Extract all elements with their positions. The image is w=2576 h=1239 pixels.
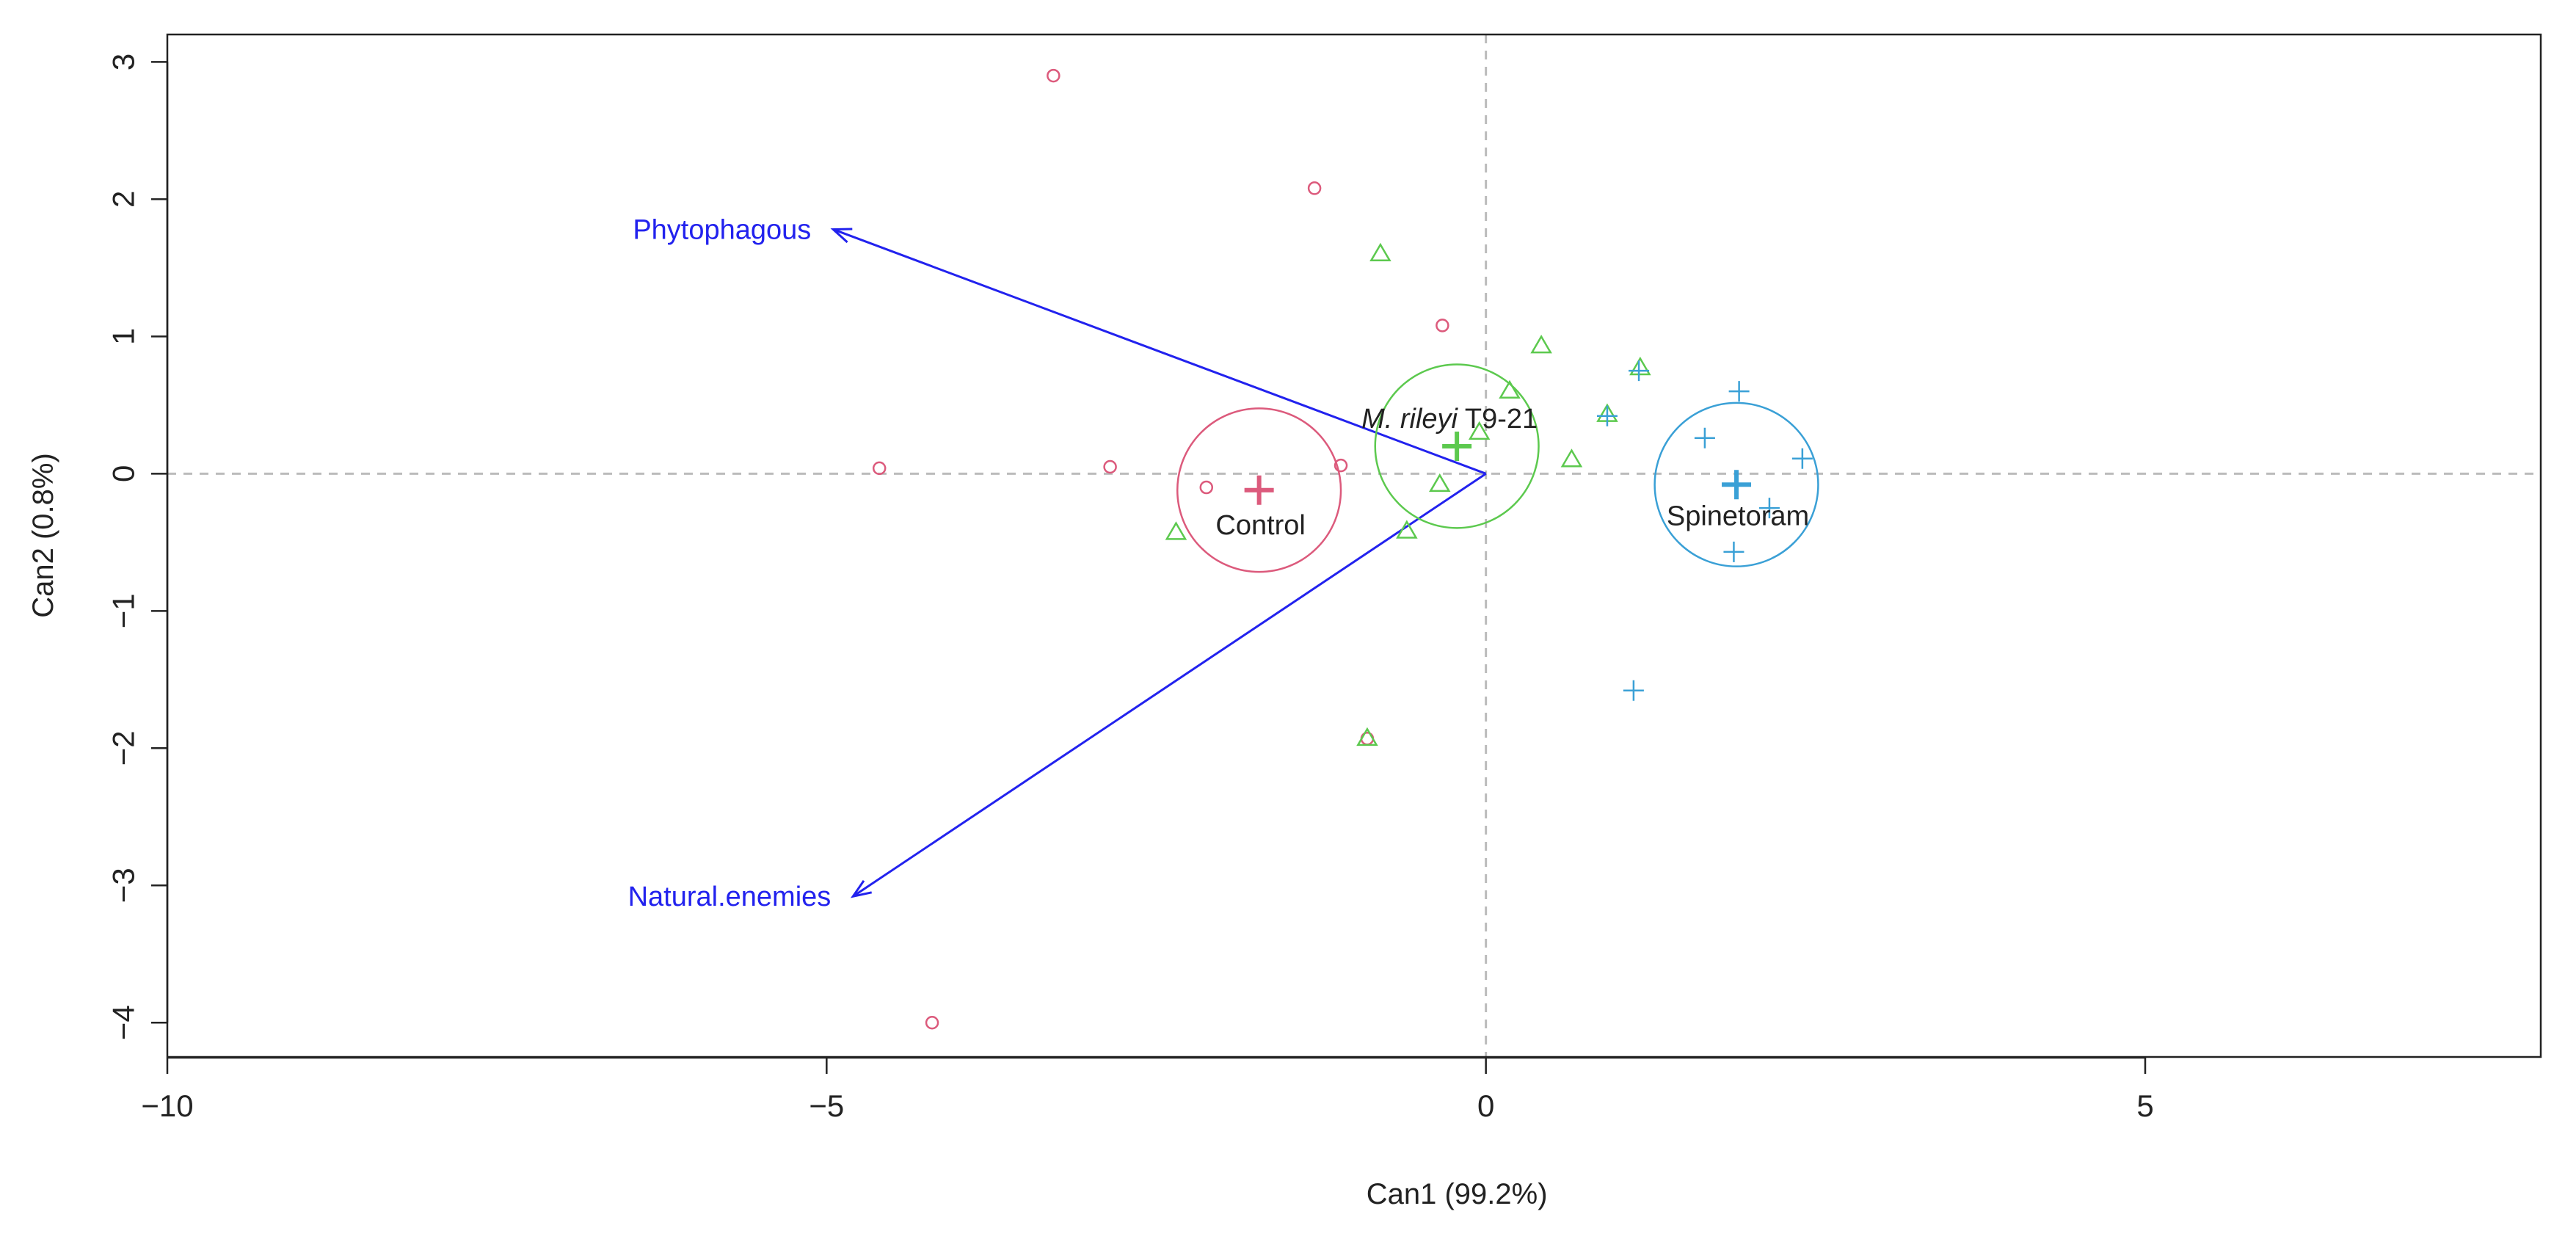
point-circle: [1199, 480, 1214, 495]
group-label-mrileyi-plain: T9-21: [1458, 404, 1538, 435]
plot-frame: [166, 33, 2542, 1058]
point-triangle: [1468, 421, 1491, 440]
group-label-control: Control: [1215, 510, 1306, 541]
vector-label: Natural.enemies: [628, 882, 832, 912]
y-tick-label: 0: [106, 465, 141, 482]
reference-lines: [167, 34, 2541, 1057]
point-plus: [1694, 427, 1715, 448]
point-plus: [1596, 405, 1618, 426]
point-triangle: [1369, 242, 1391, 262]
group-centroid: [1722, 470, 1752, 500]
point-plus: [1623, 680, 1644, 701]
group-confidence-circles: [1176, 363, 1819, 573]
point-triangle: [1499, 379, 1521, 399]
point-plus: [1728, 381, 1750, 402]
point-circle: [1047, 68, 1060, 83]
point-circle: [1436, 319, 1449, 333]
group-circle: [1653, 402, 1819, 567]
group-label-mrileyi-italic: M. rileyi: [1361, 404, 1458, 435]
point-triangle: [1356, 727, 1378, 746]
point-circle: [925, 1016, 939, 1030]
point-plus: [1791, 448, 1813, 469]
group-label-spinetoram: Spinetoram: [1667, 501, 1809, 531]
point-circle: [1103, 459, 1117, 474]
point-triangle: [1396, 520, 1418, 539]
y-tick-label: −4: [106, 1005, 141, 1040]
vector-line: [852, 473, 1487, 898]
vector-line: [832, 228, 1487, 475]
vector-arrowhead: [850, 879, 873, 898]
point-triangle: [1530, 335, 1552, 354]
point-plus: [1629, 360, 1650, 382]
y-axis-title: Can2 (0.8%): [27, 453, 59, 618]
y-tick-label: −2: [106, 730, 141, 766]
chart-labels: Phytophagous Natural.enemies Control M. ril…: [628, 215, 1810, 913]
x-tick-label: −10: [141, 1089, 193, 1123]
x-tick-label: 0: [1477, 1089, 1494, 1123]
group-circle: [1374, 363, 1540, 529]
point-circle: [872, 461, 887, 476]
point-plus: [1723, 541, 1744, 562]
y-tick-label: 3: [106, 54, 141, 70]
x-tick-label: 5: [2136, 1089, 2153, 1123]
point-triangle: [1429, 473, 1451, 493]
x-tick-label: −5: [809, 1089, 844, 1123]
point-triangle: [1560, 448, 1583, 468]
y-tick-label: 1: [106, 328, 141, 345]
point-circle: [1307, 181, 1322, 195]
variable-vectors: [830, 228, 1487, 898]
point-triangle: [1629, 356, 1651, 376]
vector-arrowhead: [830, 228, 853, 244]
x-axis-title: Can1 (99.2%): [1367, 1178, 1548, 1210]
group-label-mrileyi: M. rileyi T9-21: [1361, 404, 1538, 435]
group-centroid: [1244, 475, 1274, 505]
group-centroid: [1442, 431, 1472, 461]
vector-label: Phytophagous: [633, 215, 811, 246]
group-circle: [1176, 407, 1342, 573]
point-plus: [1758, 498, 1780, 519]
data-points: [872, 68, 1813, 1030]
point-triangle: [1165, 521, 1187, 540]
point-circle: [1334, 458, 1348, 473]
y-tick-label: 2: [106, 191, 141, 208]
y-tick-label: −1: [106, 593, 141, 628]
y-tick-label: −3: [106, 868, 141, 903]
